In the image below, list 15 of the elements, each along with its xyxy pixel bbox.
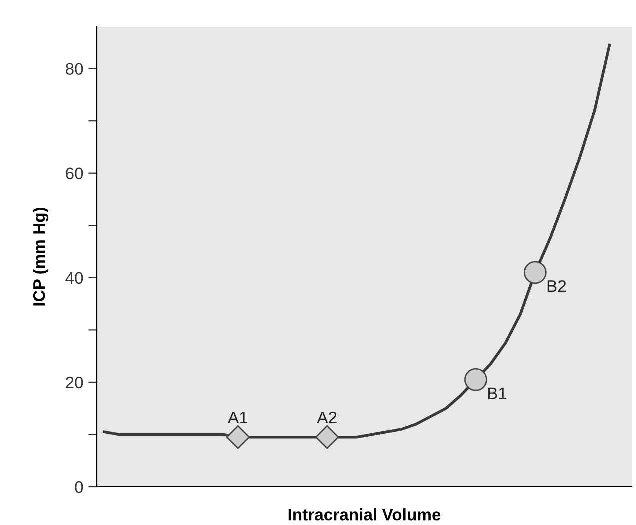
y-tick-label: 60 [66, 168, 84, 180]
y-tick-label: 80 [66, 63, 84, 76]
y-tick-label: 40 [66, 272, 84, 284]
y-tick-label: 20 [66, 376, 84, 389]
x-axis-title: Intracranial Volume [288, 508, 441, 521]
data-label: B2 [548, 280, 566, 292]
data-label: A2 [317, 412, 337, 424]
point [226, 425, 250, 450]
data-label: A1 [228, 412, 248, 424]
y-tick-label: 0 [75, 481, 84, 494]
point [315, 425, 340, 450]
point [464, 368, 488, 392]
data-label: B1 [488, 388, 507, 400]
y-axis-title: ICP (mm Hg) [32, 208, 49, 306]
point [524, 261, 547, 284]
